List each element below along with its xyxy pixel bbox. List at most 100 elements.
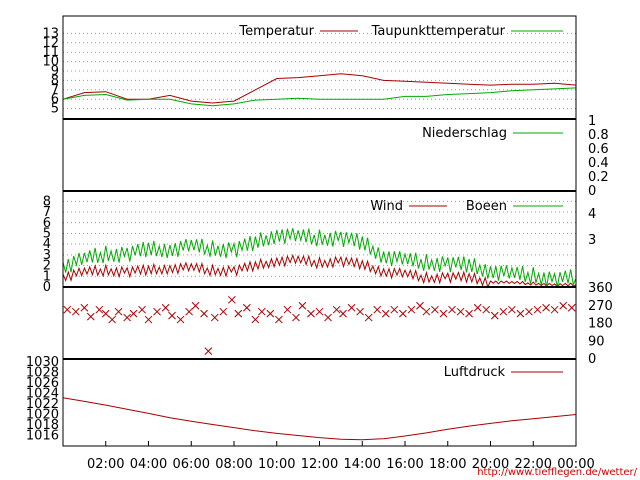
legend-label-temperatur: Temperatur [238, 24, 314, 39]
marker-stroke [114, 307, 123, 316]
wind-direction-marker [204, 347, 213, 355]
wind-direction-marker [168, 311, 176, 320]
marker-stroke [71, 307, 80, 316]
marker-stroke [228, 295, 236, 304]
y-tick-precipitation: 0.8 [588, 128, 609, 143]
y-tick-wind: 0 [43, 280, 51, 295]
wind-direction-marker [161, 303, 170, 312]
x-tick-label: 18:00 [429, 457, 466, 472]
x-tick-label: 00:00 [557, 457, 594, 472]
marker-stroke [490, 311, 499, 320]
wind-direction-marker [542, 303, 550, 312]
marker-stroke [390, 305, 399, 314]
marker-stroke [356, 307, 364, 316]
y-tick-pressure: 1016 [26, 429, 59, 444]
legend-label-taupunkttemperatur: Taupunkttemperatur [371, 24, 506, 39]
marker-stroke [80, 303, 89, 312]
y-tick-precipitation: 1 [588, 114, 596, 129]
y-tick-wind: 2 [43, 259, 51, 274]
wind-direction-marker [381, 309, 390, 318]
wind-direction-panel: 0 90 180 270 360 [63, 281, 613, 367]
wind-direction-marker [516, 309, 525, 318]
marker-stroke [315, 307, 324, 316]
wind-direction-marker [292, 313, 300, 322]
marker-stroke [204, 347, 213, 355]
wind-direction-marker [465, 309, 473, 318]
marker-stroke [422, 307, 431, 316]
y-tick-wind: 5 [43, 226, 51, 241]
wind-direction-marker [407, 305, 416, 314]
right-tick-wind: 3 [588, 233, 596, 248]
legend-label-niederschlag: Niederschlag [422, 126, 507, 141]
wind-direction-marker [138, 305, 146, 314]
wind-direction-marker [63, 305, 72, 314]
legend-label-luftdruck: Luftdruck [444, 365, 506, 380]
marker-stroke [508, 305, 516, 314]
marker-stroke [191, 301, 200, 310]
wind-direction-marker [251, 315, 260, 324]
y-tick-pressure: 1022 [26, 397, 59, 412]
wind-direction-marker [114, 307, 123, 316]
marker-stroke [339, 309, 347, 318]
marker-stroke [298, 301, 307, 310]
marker-stroke [101, 309, 110, 318]
wind-direction-marker [490, 311, 499, 320]
marker-stroke [242, 303, 251, 312]
marker-stroke [144, 315, 153, 324]
marker-stroke [416, 301, 424, 310]
wind-direction-marker [559, 301, 568, 310]
wind-direction-marker [307, 309, 315, 318]
marker-stroke [123, 313, 131, 322]
y-tick-pressure: 1030 [26, 355, 59, 370]
marker-stroke [129, 309, 138, 318]
wind-direction-marker [242, 303, 251, 312]
right-tick-direction: 90 [588, 334, 605, 349]
marker-stroke [95, 305, 104, 314]
wind-direction-marker [185, 307, 193, 316]
marker-stroke [364, 313, 373, 322]
y-tick-temperature: 10 [42, 55, 59, 70]
credit-link[interactable]: http://www.tiefflegen.de/wetter/ [477, 467, 637, 478]
wind-direction-marker [283, 305, 292, 314]
wind-direction-marker [533, 305, 542, 314]
wind-direction-marker [234, 309, 243, 318]
x-tick-label: 16:00 [386, 457, 423, 472]
wind-direction-marker [86, 312, 95, 321]
y-tick-temperature: 11 [42, 45, 59, 60]
wind-direction-marker [439, 309, 448, 318]
marker-stroke [542, 303, 550, 312]
y-tick-pressure: 1028 [26, 366, 59, 381]
gust-line [62, 228, 577, 288]
marker-stroke [257, 307, 266, 316]
wind-direction-marker [356, 307, 364, 316]
legend-label-wind: Wind [370, 199, 403, 214]
y-tick-wind: 8 [43, 194, 51, 209]
x-tick-label: 02:00 [87, 457, 124, 472]
dewpoint-line [62, 87, 577, 107]
marker-stroke [161, 303, 170, 312]
wind-direction-marker [473, 303, 482, 312]
wind-direction-marker [567, 303, 576, 312]
y-tick-wind: 4 [43, 237, 51, 252]
wind-direction-marker [399, 309, 407, 318]
wind-direction-marker [339, 309, 347, 318]
marker-stroke [138, 305, 146, 314]
wind-direction-marker [71, 307, 80, 316]
x-tick-label: 12:00 [301, 457, 338, 472]
wind-direction-marker [550, 305, 559, 314]
wind-direction-marker [144, 315, 153, 324]
wind-direction-marker [499, 307, 508, 316]
wind-direction-marker [266, 309, 275, 318]
wind-direction-marker [482, 305, 491, 314]
marker-stroke [439, 309, 448, 318]
wind-direction-marker [101, 309, 110, 318]
temperature-line [62, 73, 577, 104]
marker-stroke [185, 307, 193, 316]
y-tick-temperature: 7 [51, 83, 59, 98]
y-tick-temperature: 8 [51, 73, 59, 88]
wind-direction-marker [298, 301, 307, 310]
